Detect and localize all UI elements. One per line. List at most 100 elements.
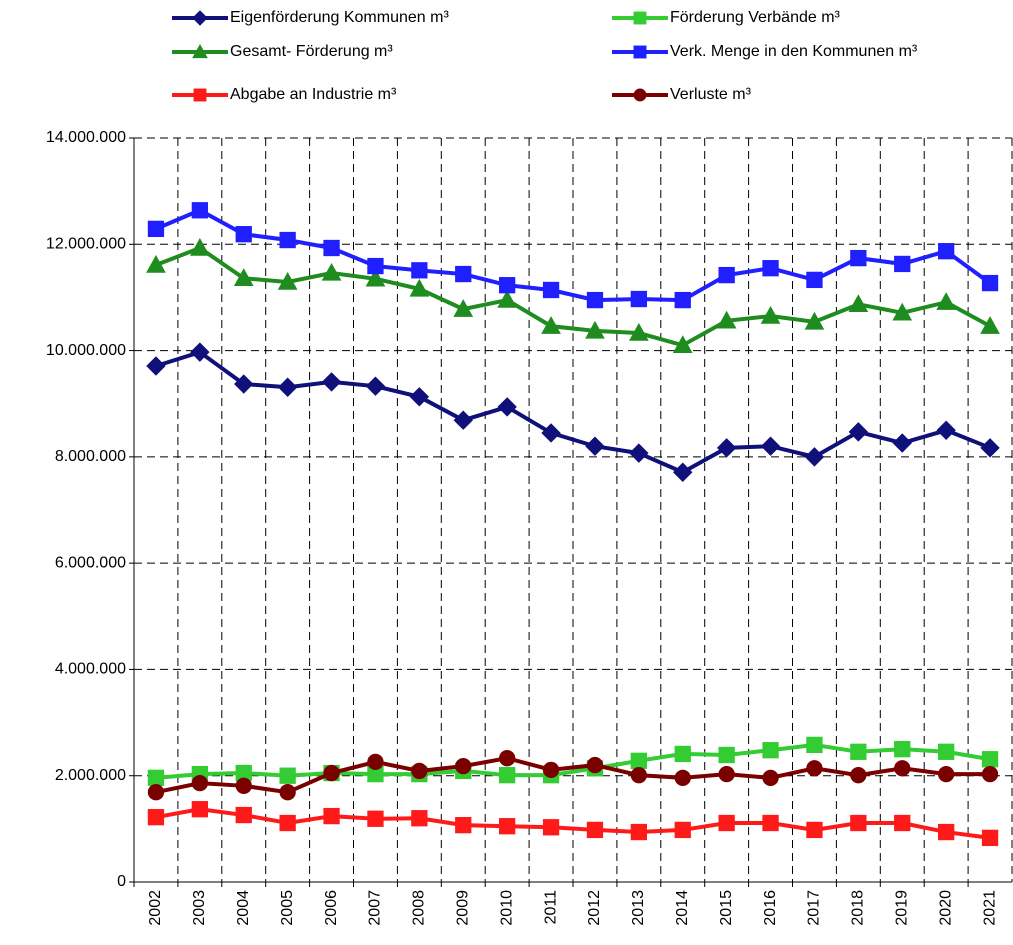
marker xyxy=(192,43,208,59)
marker xyxy=(453,299,474,317)
marker xyxy=(718,266,735,284)
y-tick-label: 12.000.000 xyxy=(46,236,126,253)
x-tick-label: 2007 xyxy=(367,890,384,926)
x-tick-label: 2019 xyxy=(893,890,910,926)
marker xyxy=(277,377,298,397)
y-tick-label: 14.000.000 xyxy=(46,129,126,146)
marker xyxy=(367,257,384,275)
x-tick-label: 2014 xyxy=(674,890,691,926)
marker xyxy=(630,823,648,841)
marker xyxy=(980,316,1000,334)
marker xyxy=(365,376,386,396)
x-tick-label: 2020 xyxy=(937,890,954,926)
marker xyxy=(277,271,298,290)
marker xyxy=(762,814,779,832)
x-tick-label: 2005 xyxy=(279,890,296,926)
marker xyxy=(192,10,208,26)
x-tick-label: 2012 xyxy=(586,890,603,926)
marker xyxy=(629,443,649,463)
marker xyxy=(716,310,737,329)
marker xyxy=(191,775,209,792)
x-tick-label: 2010 xyxy=(498,890,515,926)
marker xyxy=(411,262,428,279)
marker xyxy=(586,291,604,309)
marker xyxy=(894,760,911,777)
legend-label: Verluste m³ xyxy=(670,86,752,103)
y-tick-label: 6.000.000 xyxy=(55,554,126,571)
marker xyxy=(499,277,516,294)
marker xyxy=(497,290,517,308)
marker xyxy=(147,220,165,238)
marker xyxy=(497,397,517,417)
marker xyxy=(190,342,210,362)
marker xyxy=(323,807,340,825)
marker xyxy=(629,323,649,341)
marker xyxy=(804,311,825,330)
marker xyxy=(936,292,956,310)
marker xyxy=(980,438,1000,458)
y-tick-label: 8.000.000 xyxy=(55,448,126,465)
marker xyxy=(235,226,252,243)
x-tick-label: 2015 xyxy=(718,890,735,926)
marker xyxy=(411,810,428,827)
marker xyxy=(633,88,647,102)
marker xyxy=(323,239,340,257)
marker xyxy=(718,814,735,832)
series-line xyxy=(155,245,992,348)
marker xyxy=(147,769,165,786)
marker xyxy=(411,762,428,780)
marker xyxy=(674,821,691,839)
marker xyxy=(367,753,384,771)
marker xyxy=(716,438,737,458)
marker xyxy=(674,291,691,309)
marker xyxy=(146,356,166,376)
marker xyxy=(850,767,867,784)
marker xyxy=(762,769,779,786)
marker xyxy=(673,462,693,482)
x-tick-label: 2002 xyxy=(147,890,164,926)
marker xyxy=(630,290,648,308)
marker xyxy=(409,278,430,297)
marker xyxy=(191,801,208,818)
marker xyxy=(455,757,472,775)
marker xyxy=(981,274,999,292)
x-tick-label: 2013 xyxy=(630,890,647,926)
marker xyxy=(633,11,647,25)
marker xyxy=(892,302,913,321)
marker xyxy=(806,821,823,839)
marker xyxy=(585,320,605,339)
marker xyxy=(409,387,430,407)
marker xyxy=(674,769,691,786)
marker xyxy=(760,305,781,324)
marker xyxy=(321,262,342,281)
marker xyxy=(894,814,911,832)
marker xyxy=(191,202,208,219)
marker xyxy=(850,249,867,267)
marker xyxy=(541,316,561,334)
marker xyxy=(850,743,867,760)
marker xyxy=(586,821,604,839)
marker xyxy=(936,420,956,440)
x-tick-label: 2021 xyxy=(981,890,998,926)
marker xyxy=(499,818,516,835)
marker xyxy=(806,271,823,289)
marker xyxy=(234,374,254,394)
marker xyxy=(672,335,693,353)
marker xyxy=(193,88,207,102)
marker xyxy=(848,294,869,313)
marker xyxy=(981,829,999,847)
marker xyxy=(235,806,252,824)
marker xyxy=(892,433,912,453)
marker xyxy=(499,750,516,767)
x-tick-label: 2011 xyxy=(542,890,559,925)
y-tick-label: 10.000.000 xyxy=(46,342,126,359)
x-tick-label: 2008 xyxy=(411,890,428,926)
y-tick-label: 0 xyxy=(117,873,126,890)
marker xyxy=(233,268,254,286)
marker xyxy=(938,243,955,260)
marker xyxy=(279,814,296,832)
marker xyxy=(894,255,911,273)
marker xyxy=(938,765,955,783)
marker xyxy=(762,260,779,277)
